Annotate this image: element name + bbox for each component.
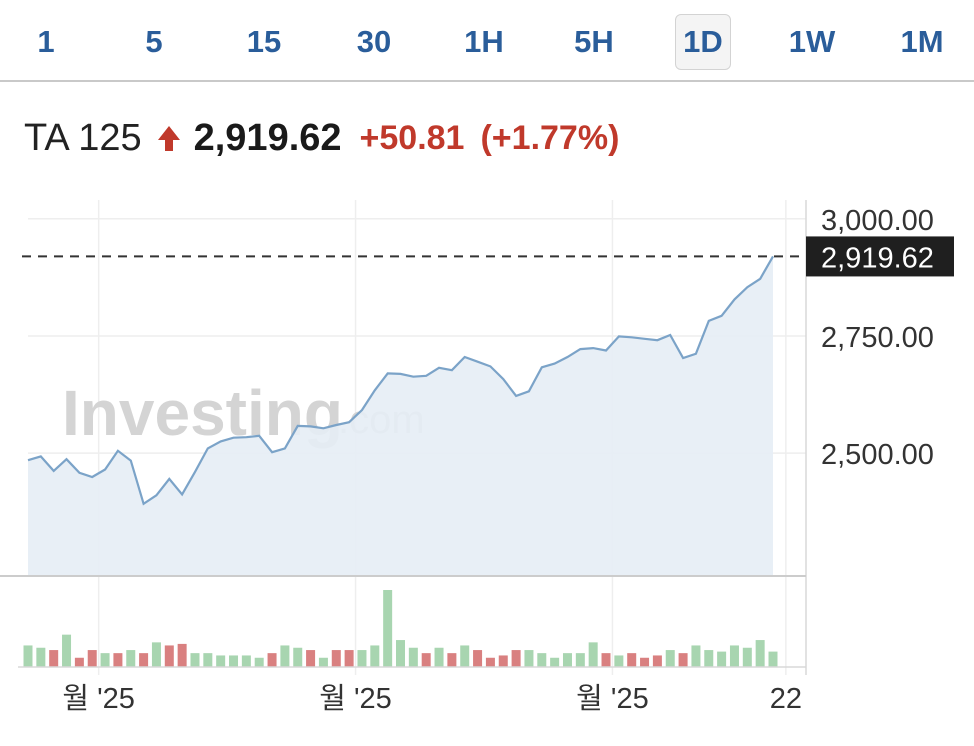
volume-bar bbox=[742, 647, 752, 667]
volume-bar bbox=[408, 647, 418, 667]
volume-bar bbox=[473, 650, 483, 667]
volume-bar bbox=[640, 657, 650, 667]
volume-bar bbox=[614, 655, 624, 667]
volume-bar bbox=[344, 650, 354, 667]
volume-bar bbox=[524, 650, 534, 667]
x-tick-label: 월 '25 bbox=[576, 682, 649, 715]
volume-bar bbox=[280, 645, 290, 667]
volume-bar bbox=[447, 653, 457, 667]
volume-bar bbox=[537, 653, 547, 667]
volume-bar bbox=[729, 645, 739, 667]
volume-bar bbox=[601, 653, 611, 667]
volume-bar bbox=[485, 657, 495, 667]
volume-bar bbox=[768, 651, 778, 667]
y-tick-label: 3,000.00 bbox=[821, 205, 934, 237]
volume-bar bbox=[62, 634, 72, 667]
tab-1h[interactable]: 1H bbox=[464, 24, 504, 59]
volume-bar bbox=[126, 650, 136, 667]
volume-bar bbox=[575, 653, 585, 667]
volume-bar bbox=[434, 647, 444, 667]
volume-bar bbox=[318, 657, 328, 667]
volume-bar bbox=[87, 650, 97, 667]
price-chart[interactable]: Investing.com2,500.002,750.003,000.002,9… bbox=[0, 190, 974, 746]
volume-bar bbox=[36, 647, 46, 667]
volume-bar bbox=[383, 590, 393, 667]
tab-15[interactable]: 15 bbox=[246, 24, 282, 59]
volume-bar bbox=[562, 653, 572, 667]
volume-bar bbox=[665, 650, 675, 667]
volume-bar bbox=[49, 650, 59, 667]
price-change-percent: (+1.77%) bbox=[480, 118, 620, 157]
last-price-badge-label: 2,919.62 bbox=[821, 242, 934, 274]
volume-bar bbox=[331, 650, 341, 667]
volume-bar bbox=[113, 653, 123, 667]
volume-bar bbox=[23, 645, 33, 667]
volume-bar bbox=[357, 650, 367, 667]
tab-1w[interactable]: 1W bbox=[788, 24, 836, 59]
arrow-up-icon bbox=[157, 126, 180, 151]
volume-bar bbox=[421, 653, 431, 667]
price-area bbox=[28, 256, 773, 575]
volume-bar bbox=[678, 653, 688, 667]
x-tick-label: 월 '25 bbox=[62, 682, 135, 715]
volume-bar bbox=[704, 650, 714, 667]
volume-bar bbox=[306, 650, 316, 667]
last-price-badge bbox=[806, 236, 954, 277]
volume-bar bbox=[139, 653, 149, 667]
last-price: 2,919.62 bbox=[193, 116, 342, 159]
quote-header: TA 125 2,919.62 +50.81 (+1.77%) bbox=[24, 108, 619, 168]
volume-bar bbox=[511, 650, 521, 667]
volume-bar bbox=[293, 647, 303, 667]
volume-bar bbox=[254, 657, 264, 667]
price-change: +50.81 bbox=[359, 118, 465, 157]
volume-bar bbox=[588, 642, 598, 667]
tab-5[interactable]: 5 bbox=[145, 24, 163, 59]
volume-bar bbox=[100, 653, 110, 667]
tab-1m[interactable]: 1M bbox=[900, 24, 944, 59]
volume-bar bbox=[190, 653, 200, 667]
volume-bar bbox=[74, 657, 84, 667]
volume-bar bbox=[229, 655, 239, 667]
volume-bar bbox=[627, 653, 637, 667]
tab-1[interactable]: 1 bbox=[37, 24, 55, 59]
volume-bar bbox=[460, 645, 470, 667]
volume-bar bbox=[550, 657, 560, 667]
instrument-name: TA 125 bbox=[24, 116, 142, 159]
y-tick-label: 2,500.00 bbox=[821, 439, 934, 471]
volume-bar bbox=[498, 655, 508, 667]
volume-bar bbox=[216, 655, 226, 667]
volume-bar bbox=[370, 645, 380, 667]
tab-5h[interactable]: 5H bbox=[574, 24, 614, 59]
tab-1d[interactable]: 1D bbox=[675, 14, 731, 70]
tab-30[interactable]: 30 bbox=[356, 24, 392, 59]
volume-bar bbox=[164, 645, 174, 667]
timeframe-tabs: 1 5 15 30 1H 5H 1D 1W 1M bbox=[0, 0, 974, 82]
volume-bar bbox=[396, 640, 405, 667]
price-line bbox=[27, 255, 774, 506]
volume-bar bbox=[203, 653, 213, 667]
volume-bar bbox=[267, 653, 277, 667]
volume-bar bbox=[717, 651, 727, 667]
y-tick-label: 2,750.00 bbox=[821, 322, 934, 354]
volume-bar bbox=[151, 642, 161, 667]
volume-bar bbox=[755, 640, 765, 667]
x-tick-label: 22 bbox=[770, 683, 802, 715]
volume-bar bbox=[241, 655, 251, 667]
volume-bar bbox=[652, 655, 662, 667]
volume-bar bbox=[691, 645, 701, 667]
volume-bar bbox=[177, 643, 187, 667]
x-tick-label: 월 '25 bbox=[319, 682, 392, 715]
